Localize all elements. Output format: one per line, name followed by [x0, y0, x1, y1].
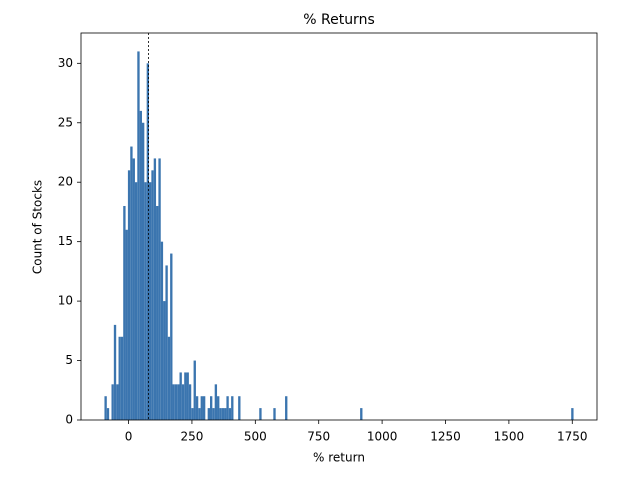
bar [170, 253, 173, 420]
bar [202, 396, 206, 420]
bar [186, 372, 189, 420]
bar [120, 336, 124, 420]
x-tick-label: 1250 [430, 430, 461, 444]
bar [273, 408, 276, 420]
bar [228, 408, 232, 420]
bar [360, 408, 363, 420]
bar [123, 205, 126, 420]
bar [195, 396, 199, 420]
x-axis-label: % return [313, 451, 365, 465]
bar [571, 408, 574, 420]
bar [221, 408, 225, 420]
x-tick-label: 1000 [367, 430, 398, 444]
bar [172, 384, 175, 420]
bar [184, 372, 187, 420]
bar [111, 384, 114, 420]
bar [191, 408, 194, 420]
bar [200, 396, 203, 420]
bar [106, 408, 110, 420]
bar [153, 158, 157, 421]
bar [188, 384, 192, 420]
bar [226, 396, 229, 420]
y-tick-label: 10 [58, 294, 73, 308]
bar [139, 110, 142, 420]
x-tick-label: 0 [125, 430, 133, 444]
bar [193, 360, 196, 420]
bar [210, 396, 213, 420]
bar [137, 51, 140, 421]
bar [116, 384, 119, 420]
bar [149, 182, 152, 420]
y-tick-label: 0 [65, 413, 73, 427]
bar [113, 324, 117, 420]
bar [212, 408, 215, 420]
y-tick-label: 15 [58, 234, 73, 248]
bar [127, 170, 131, 420]
bar [141, 122, 145, 420]
bar [217, 396, 220, 420]
bar [214, 384, 218, 420]
chart-title: % Returns [303, 12, 375, 28]
x-tick-label: 250 [180, 430, 203, 444]
bar [181, 384, 185, 420]
bar [134, 182, 138, 420]
bar [125, 229, 128, 420]
bar [179, 372, 182, 420]
y-tick-label: 5 [65, 353, 73, 367]
bar [167, 336, 171, 420]
bar [259, 408, 262, 420]
bar [144, 182, 147, 420]
bar [132, 158, 135, 421]
plot-frame [80, 32, 598, 421]
x-tick-label: 1500 [494, 430, 525, 444]
y-axis-label: Count of Stocks [31, 180, 45, 274]
bar [224, 408, 227, 420]
bar [151, 170, 154, 420]
bar [231, 396, 234, 420]
bar [156, 205, 159, 420]
bar [118, 336, 121, 420]
bar [219, 408, 222, 420]
x-tick-label: 1750 [557, 430, 588, 444]
bar [238, 396, 241, 420]
bar [130, 146, 133, 421]
bar [174, 384, 178, 420]
bar [177, 384, 180, 420]
bar [165, 265, 168, 420]
x-tick-label: 750 [307, 430, 330, 444]
bar [285, 396, 288, 420]
y-tick-label: 30 [58, 56, 73, 70]
y-tick-label: 20 [58, 175, 73, 189]
bar [160, 241, 164, 420]
y-tick-label: 25 [58, 115, 73, 129]
bar [207, 408, 210, 420]
bar [104, 396, 107, 420]
bar [146, 63, 150, 421]
bar [158, 158, 161, 421]
bar [198, 408, 201, 420]
x-tick-label: 500 [244, 430, 267, 444]
bar [163, 301, 166, 420]
